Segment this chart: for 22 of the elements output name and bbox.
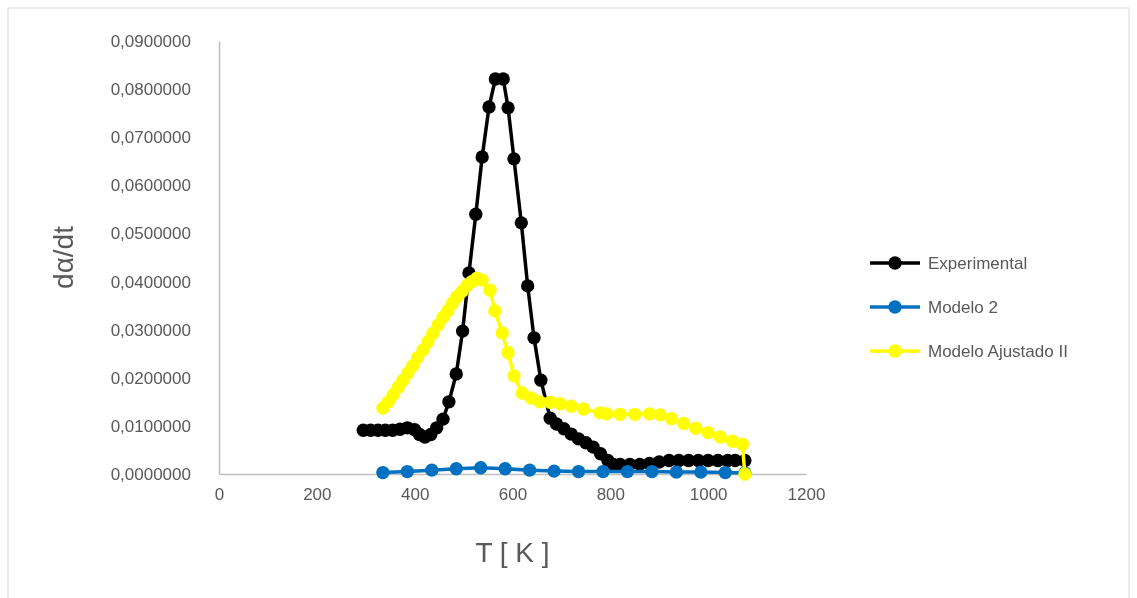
y-tick-label: 0,0000000 <box>110 464 191 484</box>
x-tick-label: 1200 <box>787 485 826 505</box>
x-tick-label: 200 <box>303 485 332 505</box>
y-tick-label: 0,0700000 <box>110 128 191 148</box>
y-axis-title: dα/dt <box>48 225 79 289</box>
x-axis-title: T [ K ] <box>475 537 550 568</box>
y-tick-label: 0,0200000 <box>110 368 191 388</box>
y-tick-label: 0,0100000 <box>110 416 191 436</box>
y-tick-label: 0,0900000 <box>110 31 191 51</box>
x-tick-label: 600 <box>498 485 528 505</box>
x-tick-label: 400 <box>400 485 430 505</box>
y-tick-label: 0,0800000 <box>110 80 191 100</box>
y-tick-label: 0,0500000 <box>110 224 191 244</box>
legend-label: Modelo Ajustado II <box>928 342 1068 361</box>
y-tick-label: 0,0600000 <box>110 176 191 196</box>
x-tick-label: 800 <box>596 485 626 505</box>
y-tick-label: 0,0300000 <box>110 320 191 340</box>
x-tick-label: 1000 <box>689 485 728 505</box>
y-tick-label: 0,0400000 <box>110 272 191 292</box>
x-tick-label: 0 <box>214 485 225 505</box>
legend-label: Experimental <box>928 254 1028 273</box>
legend-label: Modelo 2 <box>928 298 998 317</box>
